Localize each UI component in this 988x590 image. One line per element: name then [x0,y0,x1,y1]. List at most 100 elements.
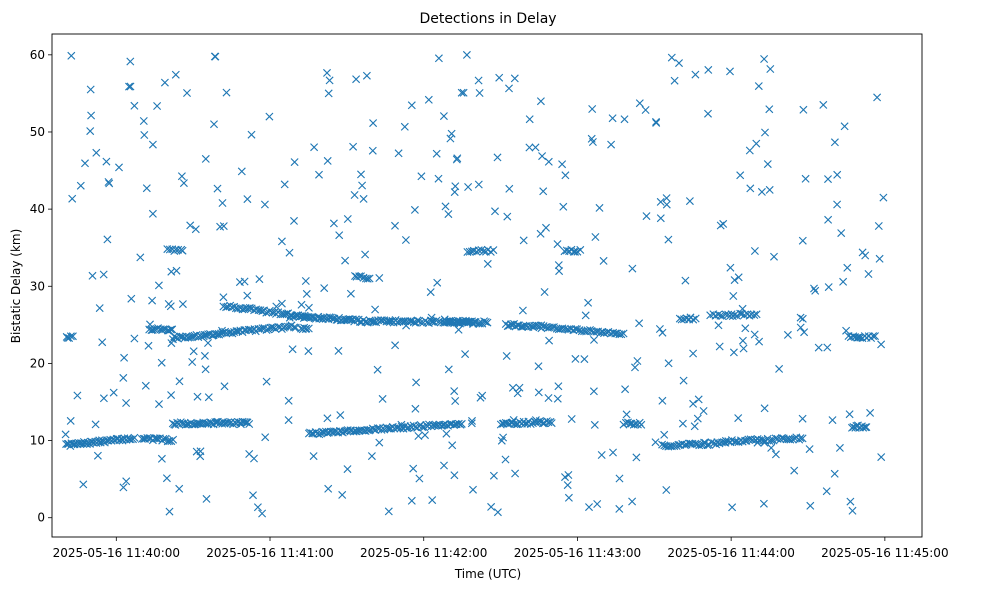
detection-marker [426,288,435,297]
detection-marker [452,155,461,164]
detection-marker [691,314,700,323]
detection-marker [167,267,176,276]
detection-marker [799,105,808,114]
detection-marker [157,358,166,367]
detection-marker [140,131,149,139]
detection-marker [119,483,128,492]
detection-marker [739,344,748,353]
detection-marker [609,448,617,457]
detection-marker [130,433,139,442]
detection-marker [310,143,319,152]
detection-marker [103,235,112,244]
detection-marker [105,179,114,188]
detection-marker [210,120,218,129]
detection-marker [255,275,264,284]
detection-marker [440,461,448,470]
detection-marker [355,272,364,281]
detection-marker [628,497,637,506]
detection-marker [558,324,567,333]
detection-marker [502,352,511,360]
detection-marker [783,330,792,339]
detection-marker [833,200,842,209]
detection-marker [343,465,352,474]
detection-marker [459,88,468,97]
detection-marker [874,222,883,230]
detection-marker [839,277,848,286]
detection-marker [615,474,624,483]
detection-marker [519,236,528,245]
detection-marker [746,184,755,193]
detection-marker [143,434,152,442]
detection-marker [115,436,124,445]
detection-marker [515,383,524,392]
detection-marker [152,434,161,443]
detection-marker [368,317,377,326]
detection-marker [204,339,212,347]
detection-marker [204,393,213,402]
detection-marker [450,188,459,197]
detection-marker [196,452,205,461]
plot-frame [51,33,923,538]
detection-marker [403,317,412,326]
detection-marker [258,509,267,518]
detection-marker [357,170,365,179]
detection-marker [505,84,513,93]
x-tick-label: 2025-05-16 11:40:00 [53,546,180,560]
detection-marker [220,382,229,391]
detection-marker [160,78,169,87]
detection-marker [232,327,241,336]
detection-marker [461,350,470,359]
detection-marker [830,138,839,147]
detection-marker [284,416,293,425]
detection-marker [367,452,376,461]
detection-marker [576,245,585,254]
detection-marker [175,377,184,386]
y-tick-label: 60 [30,48,45,62]
detection-marker [411,404,420,413]
detection-marker [628,264,637,273]
detection-marker [765,105,774,114]
detection-marker [681,276,690,285]
y-axis-ticks: 0 10 20 30 40 50 60 [30,48,52,525]
detection-marker [596,328,605,337]
detection-marker [359,194,368,203]
detection-marker [830,469,839,478]
detection-marker [833,170,842,179]
detection-marker [457,419,466,428]
detection-marker [875,254,884,263]
detection-marker [662,486,671,494]
detection-marker [336,411,345,420]
detection-marker [539,322,548,331]
detection-marker [457,88,466,97]
detection-marker [759,436,768,445]
detection-marker [824,175,832,184]
detection-marker [68,332,77,341]
detection-marker [534,388,543,397]
detection-marker [670,76,679,85]
detection-marker [487,502,496,511]
detection-marker [167,339,176,348]
detection-marker [471,318,480,327]
detection-marker [866,408,875,417]
detection-marker [385,318,394,326]
detection-marker [153,102,162,110]
detection-marker [652,118,661,127]
detection-marker [222,88,231,97]
detection-marker [664,359,673,368]
detection-marker [862,423,871,432]
detection-marker [243,195,252,204]
data-markers [61,50,888,518]
detection-marker [468,318,477,327]
detection-marker [474,180,483,189]
detection-marker [608,114,617,123]
detection-marker [632,453,641,462]
detection-marker [141,381,150,390]
detection-marker [553,240,562,249]
detection-marker [448,441,457,450]
detection-marker [119,373,128,382]
detection-marker [469,485,477,494]
detection-marker [399,317,408,326]
detection-marker [262,326,271,334]
detection-marker [660,430,669,439]
detection-marker [558,160,567,169]
